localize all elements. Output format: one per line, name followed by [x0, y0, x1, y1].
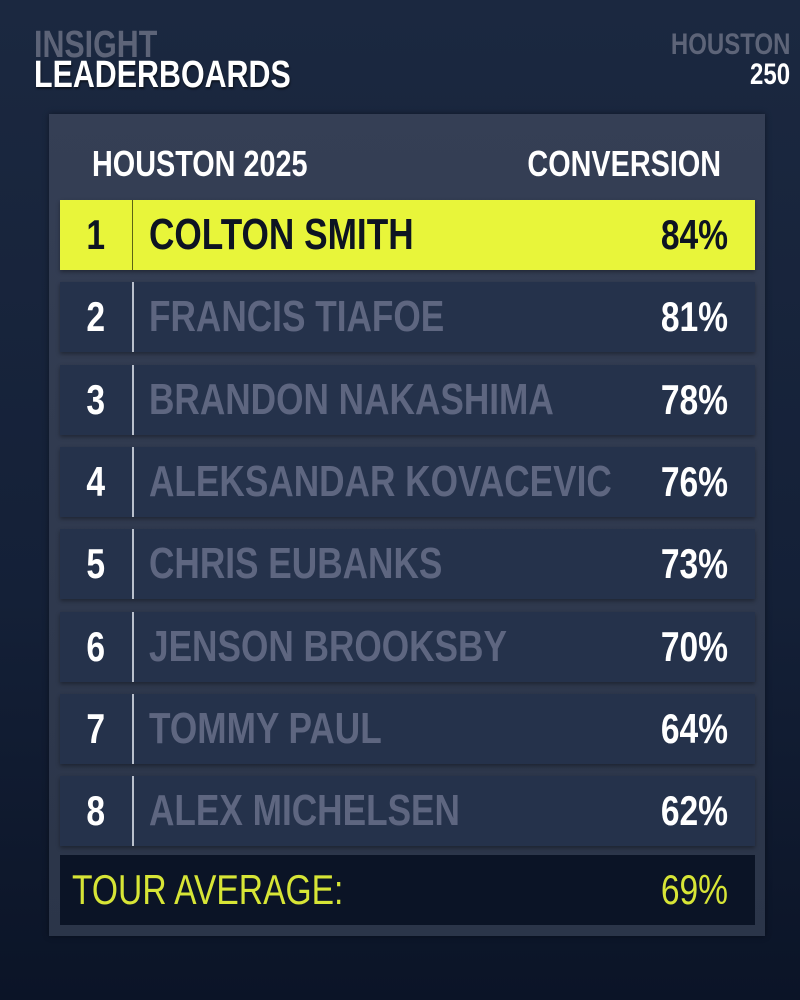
table-row: 8 ALEX MICHELSEN 62% — [60, 776, 755, 847]
brand-leaderboards: LEADERBOARDS — [34, 54, 291, 96]
table-row: 6 JENSON BROOKSBY 70% — [60, 611, 755, 682]
brand-insight: INSIGHT — [34, 24, 158, 66]
rank: 2 — [86, 293, 106, 341]
event-level: 250 — [749, 58, 790, 91]
player-name: JENSON BROOKSBY — [149, 621, 507, 671]
tour-average-label: TOUR AVERAGE: — [72, 866, 344, 913]
divider — [132, 364, 134, 435]
column-header-conversion: CONVERSION — [527, 143, 721, 184]
table-row: 1 COLTON SMITH 84% — [60, 200, 755, 270]
tour-average-value: 69% — [660, 866, 728, 913]
conversion-value: 73% — [660, 540, 728, 588]
conversion-value: 81% — [660, 293, 728, 341]
player-name: ALEKSANDAR KOVACEVIC — [149, 456, 612, 506]
conversion-value: 76% — [660, 457, 728, 505]
conversion-value: 70% — [660, 622, 728, 670]
rank: 6 — [86, 622, 106, 670]
rank: 3 — [86, 375, 106, 423]
player-name: FRANCIS TIAFOE — [149, 292, 445, 342]
table-row: 2 FRANCIS TIAFOE 81% — [60, 282, 755, 353]
conversion-value: 78% — [660, 375, 728, 423]
rank: 7 — [86, 704, 106, 752]
conversion-value: 64% — [660, 704, 728, 752]
divider — [132, 446, 134, 517]
table-title: HOUSTON 2025 — [92, 143, 308, 184]
conversion-value: 84% — [660, 211, 728, 258]
divider — [132, 693, 134, 764]
divider — [132, 776, 134, 847]
divider — [132, 282, 134, 353]
divider — [132, 200, 133, 270]
divider — [132, 611, 134, 682]
player-name: CHRIS EUBANKS — [149, 539, 443, 589]
rank: 1 — [86, 211, 106, 258]
divider — [132, 529, 134, 600]
player-name: COLTON SMITH — [149, 210, 414, 259]
table-row: 7 TOMMY PAUL 64% — [60, 693, 755, 764]
table-row: 4 ALEKSANDAR KOVACEVIC 76% — [60, 446, 755, 517]
conversion-value: 62% — [660, 787, 728, 835]
leaderboard-panel: HOUSTON 2025 CONVERSION 1 COLTON SMITH 84%… — [49, 114, 765, 936]
table-row: 3 BRANDON NAKASHIMA 78% — [60, 364, 755, 435]
event-name: HOUSTON — [670, 28, 790, 61]
player-name: ALEX MICHELSEN — [149, 786, 460, 836]
table-row: 5 CHRIS EUBANKS 73% — [60, 529, 755, 600]
rank: 4 — [86, 457, 106, 505]
rank: 8 — [86, 787, 106, 835]
player-name: TOMMY PAUL — [149, 703, 382, 753]
rank: 5 — [86, 540, 106, 588]
tour-average-row: TOUR AVERAGE: 69% — [60, 855, 755, 925]
player-name: BRANDON NAKASHIMA — [149, 374, 554, 424]
